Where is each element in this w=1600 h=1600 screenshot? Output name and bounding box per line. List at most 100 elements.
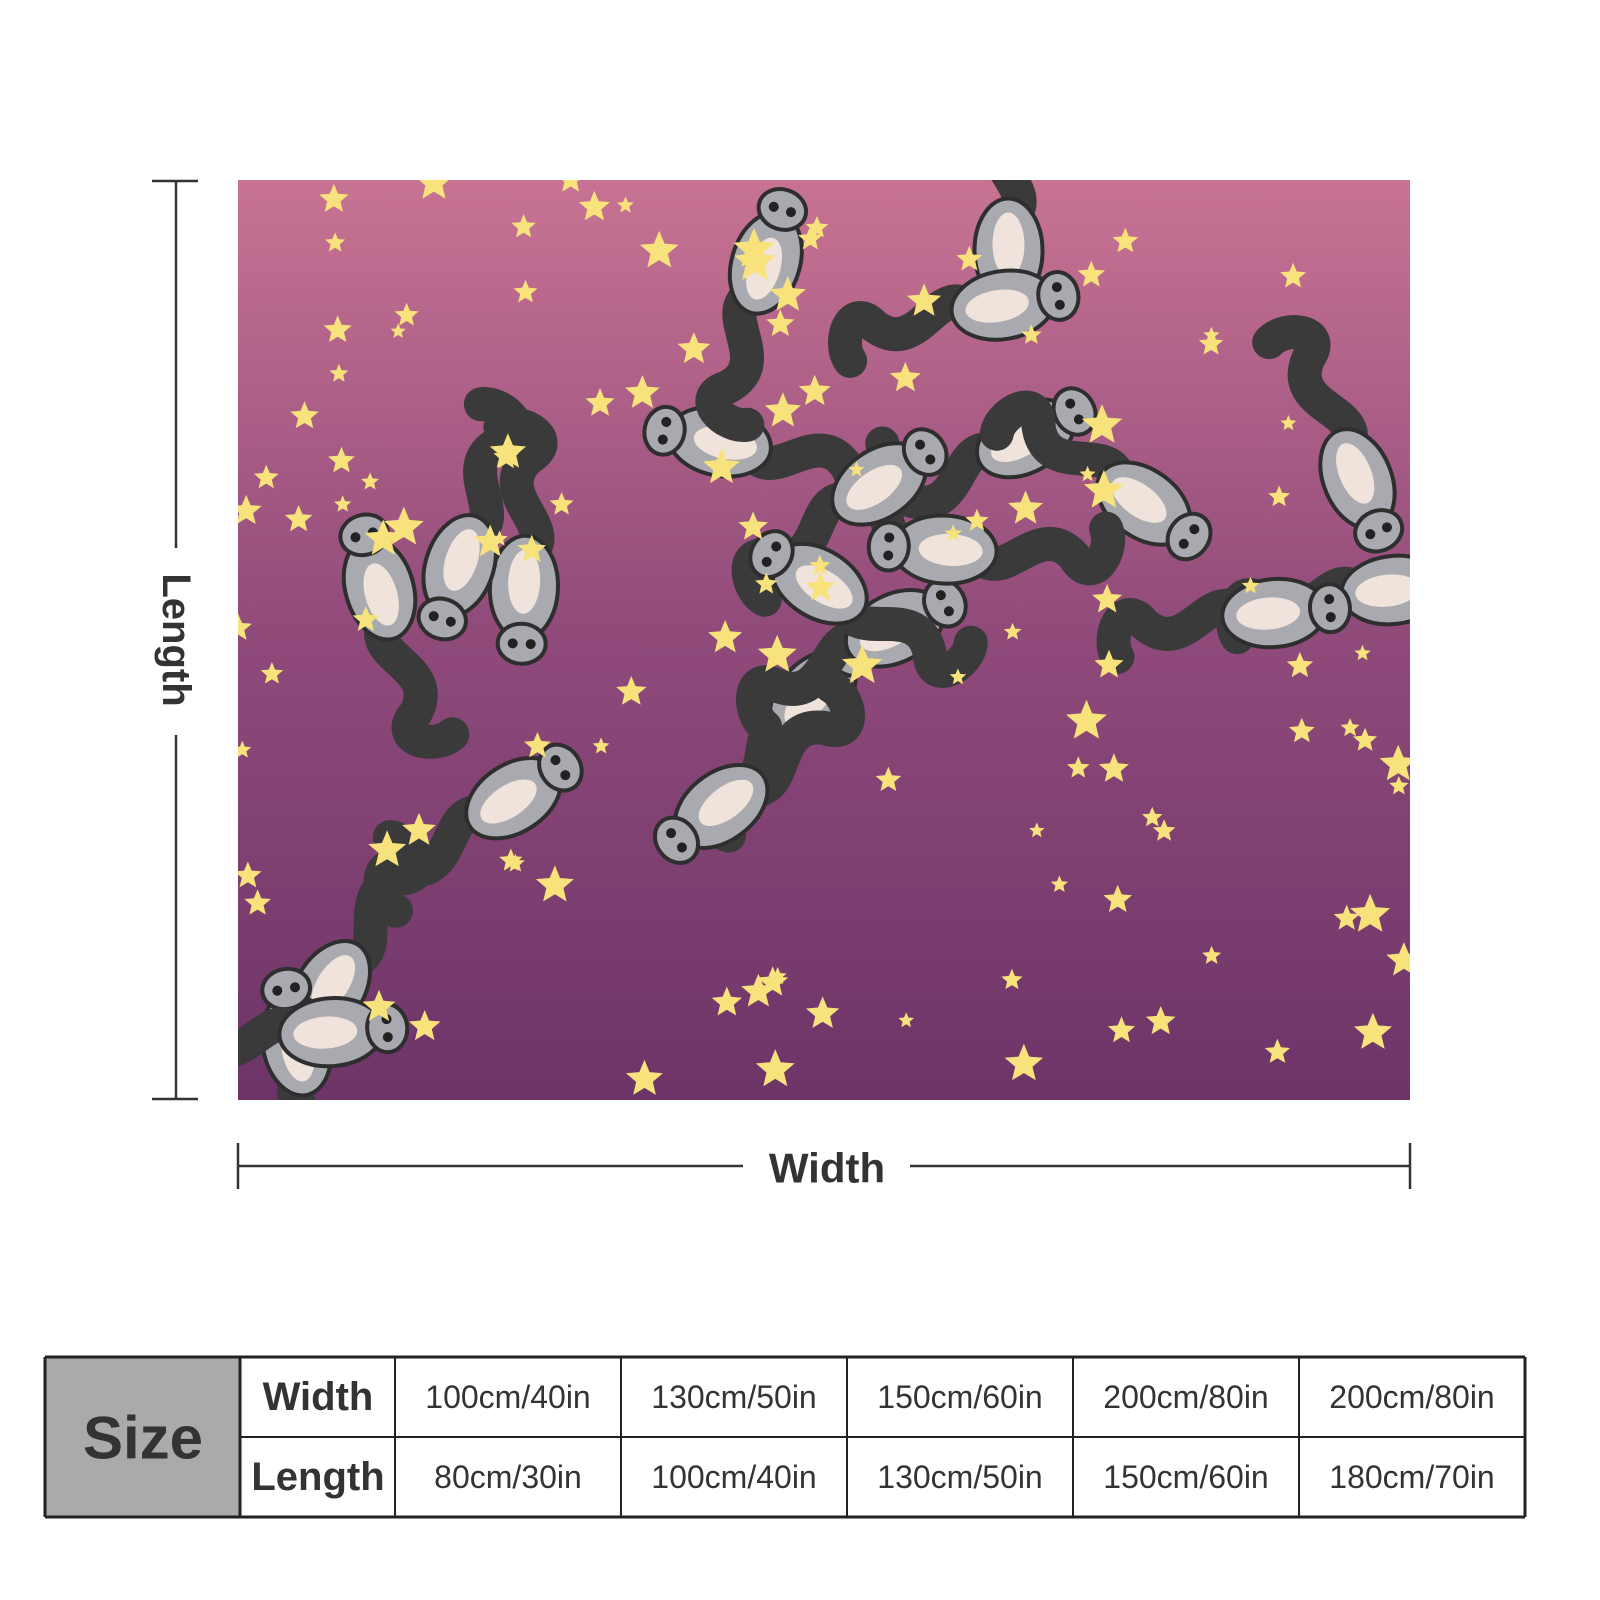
glider-tail (960, 180, 1037, 238)
size-value: 80cm/30in (434, 1459, 582, 1495)
star (766, 309, 795, 336)
star (1050, 875, 1069, 892)
glider (828, 268, 1081, 378)
star (711, 986, 742, 1016)
glider-belly (1336, 443, 1375, 504)
size-table: Size Width 100cm/40in 130cm/50in 150cm/60in… (43, 1355, 1527, 1519)
glider-tail (736, 621, 885, 744)
star (402, 812, 436, 845)
star (1029, 822, 1045, 838)
glider-eye (1444, 587, 1455, 598)
glider-head (1036, 270, 1081, 322)
star (1280, 415, 1297, 431)
star (1202, 945, 1222, 964)
star (1112, 227, 1139, 253)
glider-eye (289, 982, 300, 993)
star (944, 524, 962, 541)
glider-eye (525, 639, 536, 650)
glider-eye (935, 590, 946, 601)
glider-tail (979, 390, 1137, 503)
star (473, 524, 507, 557)
star (625, 375, 660, 408)
glider-eye (768, 201, 779, 212)
pattern (238, 180, 1455, 1100)
glider-belly (443, 529, 480, 591)
star (768, 966, 787, 985)
star (368, 830, 407, 867)
star (1142, 806, 1163, 827)
star (352, 606, 379, 631)
star (1098, 753, 1129, 782)
glider (1252, 315, 1405, 554)
glider-eye (1065, 398, 1076, 409)
star (798, 374, 831, 406)
glider-eye (661, 416, 672, 427)
star (1092, 584, 1123, 613)
glider-eye (1442, 569, 1453, 580)
glider-belly (918, 533, 983, 567)
glider-eye (1324, 594, 1335, 605)
glider-eye (676, 842, 687, 853)
glider-eye (1178, 538, 1189, 549)
star (677, 332, 711, 364)
star (491, 530, 508, 546)
star (1067, 756, 1090, 778)
star (1083, 469, 1124, 508)
glider (866, 511, 1126, 586)
glider-belly (1236, 597, 1301, 630)
star (738, 511, 768, 540)
star (408, 1010, 441, 1041)
star (1264, 1038, 1291, 1063)
star (898, 1012, 914, 1028)
glider-eye (1073, 414, 1084, 425)
star (626, 1059, 663, 1095)
glider-head (537, 742, 584, 793)
star (956, 245, 983, 271)
star (390, 323, 406, 338)
glider-eye (1365, 529, 1376, 540)
star (617, 196, 634, 213)
star (806, 996, 840, 1028)
star (769, 276, 806, 311)
star (513, 279, 538, 303)
glider-eye (1189, 524, 1200, 535)
glider-tail (238, 1007, 319, 1091)
glider-head (416, 596, 468, 642)
star (842, 644, 883, 683)
glider-eye (925, 454, 936, 465)
star (1066, 699, 1107, 739)
star (253, 464, 279, 489)
star (260, 662, 284, 684)
glider-eye (943, 606, 954, 617)
star (1241, 576, 1260, 594)
glider-tail (452, 387, 533, 555)
row-header: Width (263, 1375, 374, 1419)
star (848, 461, 865, 477)
star (949, 668, 967, 685)
glider-eye (382, 1032, 393, 1043)
star (1008, 490, 1043, 524)
glider-eye (272, 985, 283, 996)
glider-eye (428, 611, 439, 622)
star (328, 446, 355, 473)
glider-eye (657, 434, 668, 445)
star (741, 973, 776, 1007)
star (238, 861, 262, 888)
star (1354, 644, 1371, 661)
glider-head (652, 815, 701, 865)
width-label: Width (769, 1145, 885, 1192)
glider-tail (728, 668, 865, 807)
star (965, 508, 989, 531)
glider-eye (1325, 612, 1336, 623)
glider-eye (771, 541, 782, 552)
glider (416, 387, 533, 642)
star (755, 572, 778, 594)
star (290, 401, 319, 429)
star (1353, 1012, 1392, 1049)
star (284, 505, 313, 532)
star (524, 732, 551, 758)
glider-head (642, 404, 687, 457)
star (805, 572, 836, 601)
size-value: 130cm/50in (877, 1459, 1042, 1495)
